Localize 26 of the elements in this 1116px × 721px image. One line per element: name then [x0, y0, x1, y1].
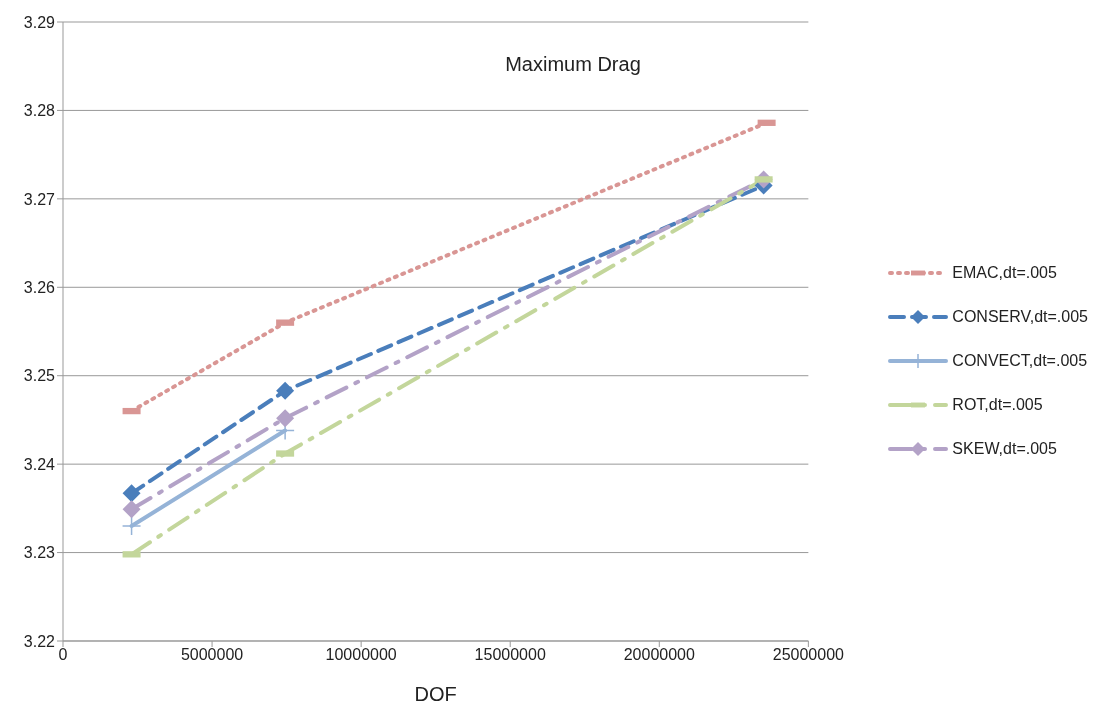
point — [276, 381, 295, 400]
x-tick-label: 5000000 — [180, 646, 244, 664]
legend-label: EMAC,dt=.005 — [952, 263, 1057, 282]
legend-label: ROT,dt=.005 — [952, 395, 1043, 414]
x-tick-label: 10000000 — [325, 646, 397, 664]
x-tick-label: 25000000 — [772, 646, 845, 664]
y-tick-label: 3.29 — [23, 13, 56, 31]
x-tick-label: 0 — [58, 646, 68, 664]
text: Maximum Drag — [505, 53, 641, 75]
legend-label: SKEW,dt=.005 — [952, 439, 1057, 458]
y-tick-label: 3.22 — [23, 632, 56, 650]
legend-label: CONSERV,dt=.005 — [952, 307, 1088, 326]
y-tick-label: 3.27 — [23, 190, 56, 208]
y-tick-label: 3.23 — [23, 544, 56, 562]
x-tick-label: 20000000 — [623, 646, 695, 664]
point — [121, 516, 142, 536]
x-axis-title: DOF — [414, 683, 457, 705]
y-tick-label: 3.28 — [23, 102, 56, 120]
y-tick-label: 3.24 — [23, 455, 56, 473]
point — [276, 409, 295, 428]
y-tick-label: 3.26 — [23, 278, 56, 296]
point — [122, 484, 141, 503]
point — [122, 500, 141, 519]
y-tick-label: 3.25 — [23, 367, 56, 385]
legend-label: CONVECT,dt=.005 — [952, 351, 1088, 370]
x-tick-label: 15000000 — [474, 646, 546, 664]
